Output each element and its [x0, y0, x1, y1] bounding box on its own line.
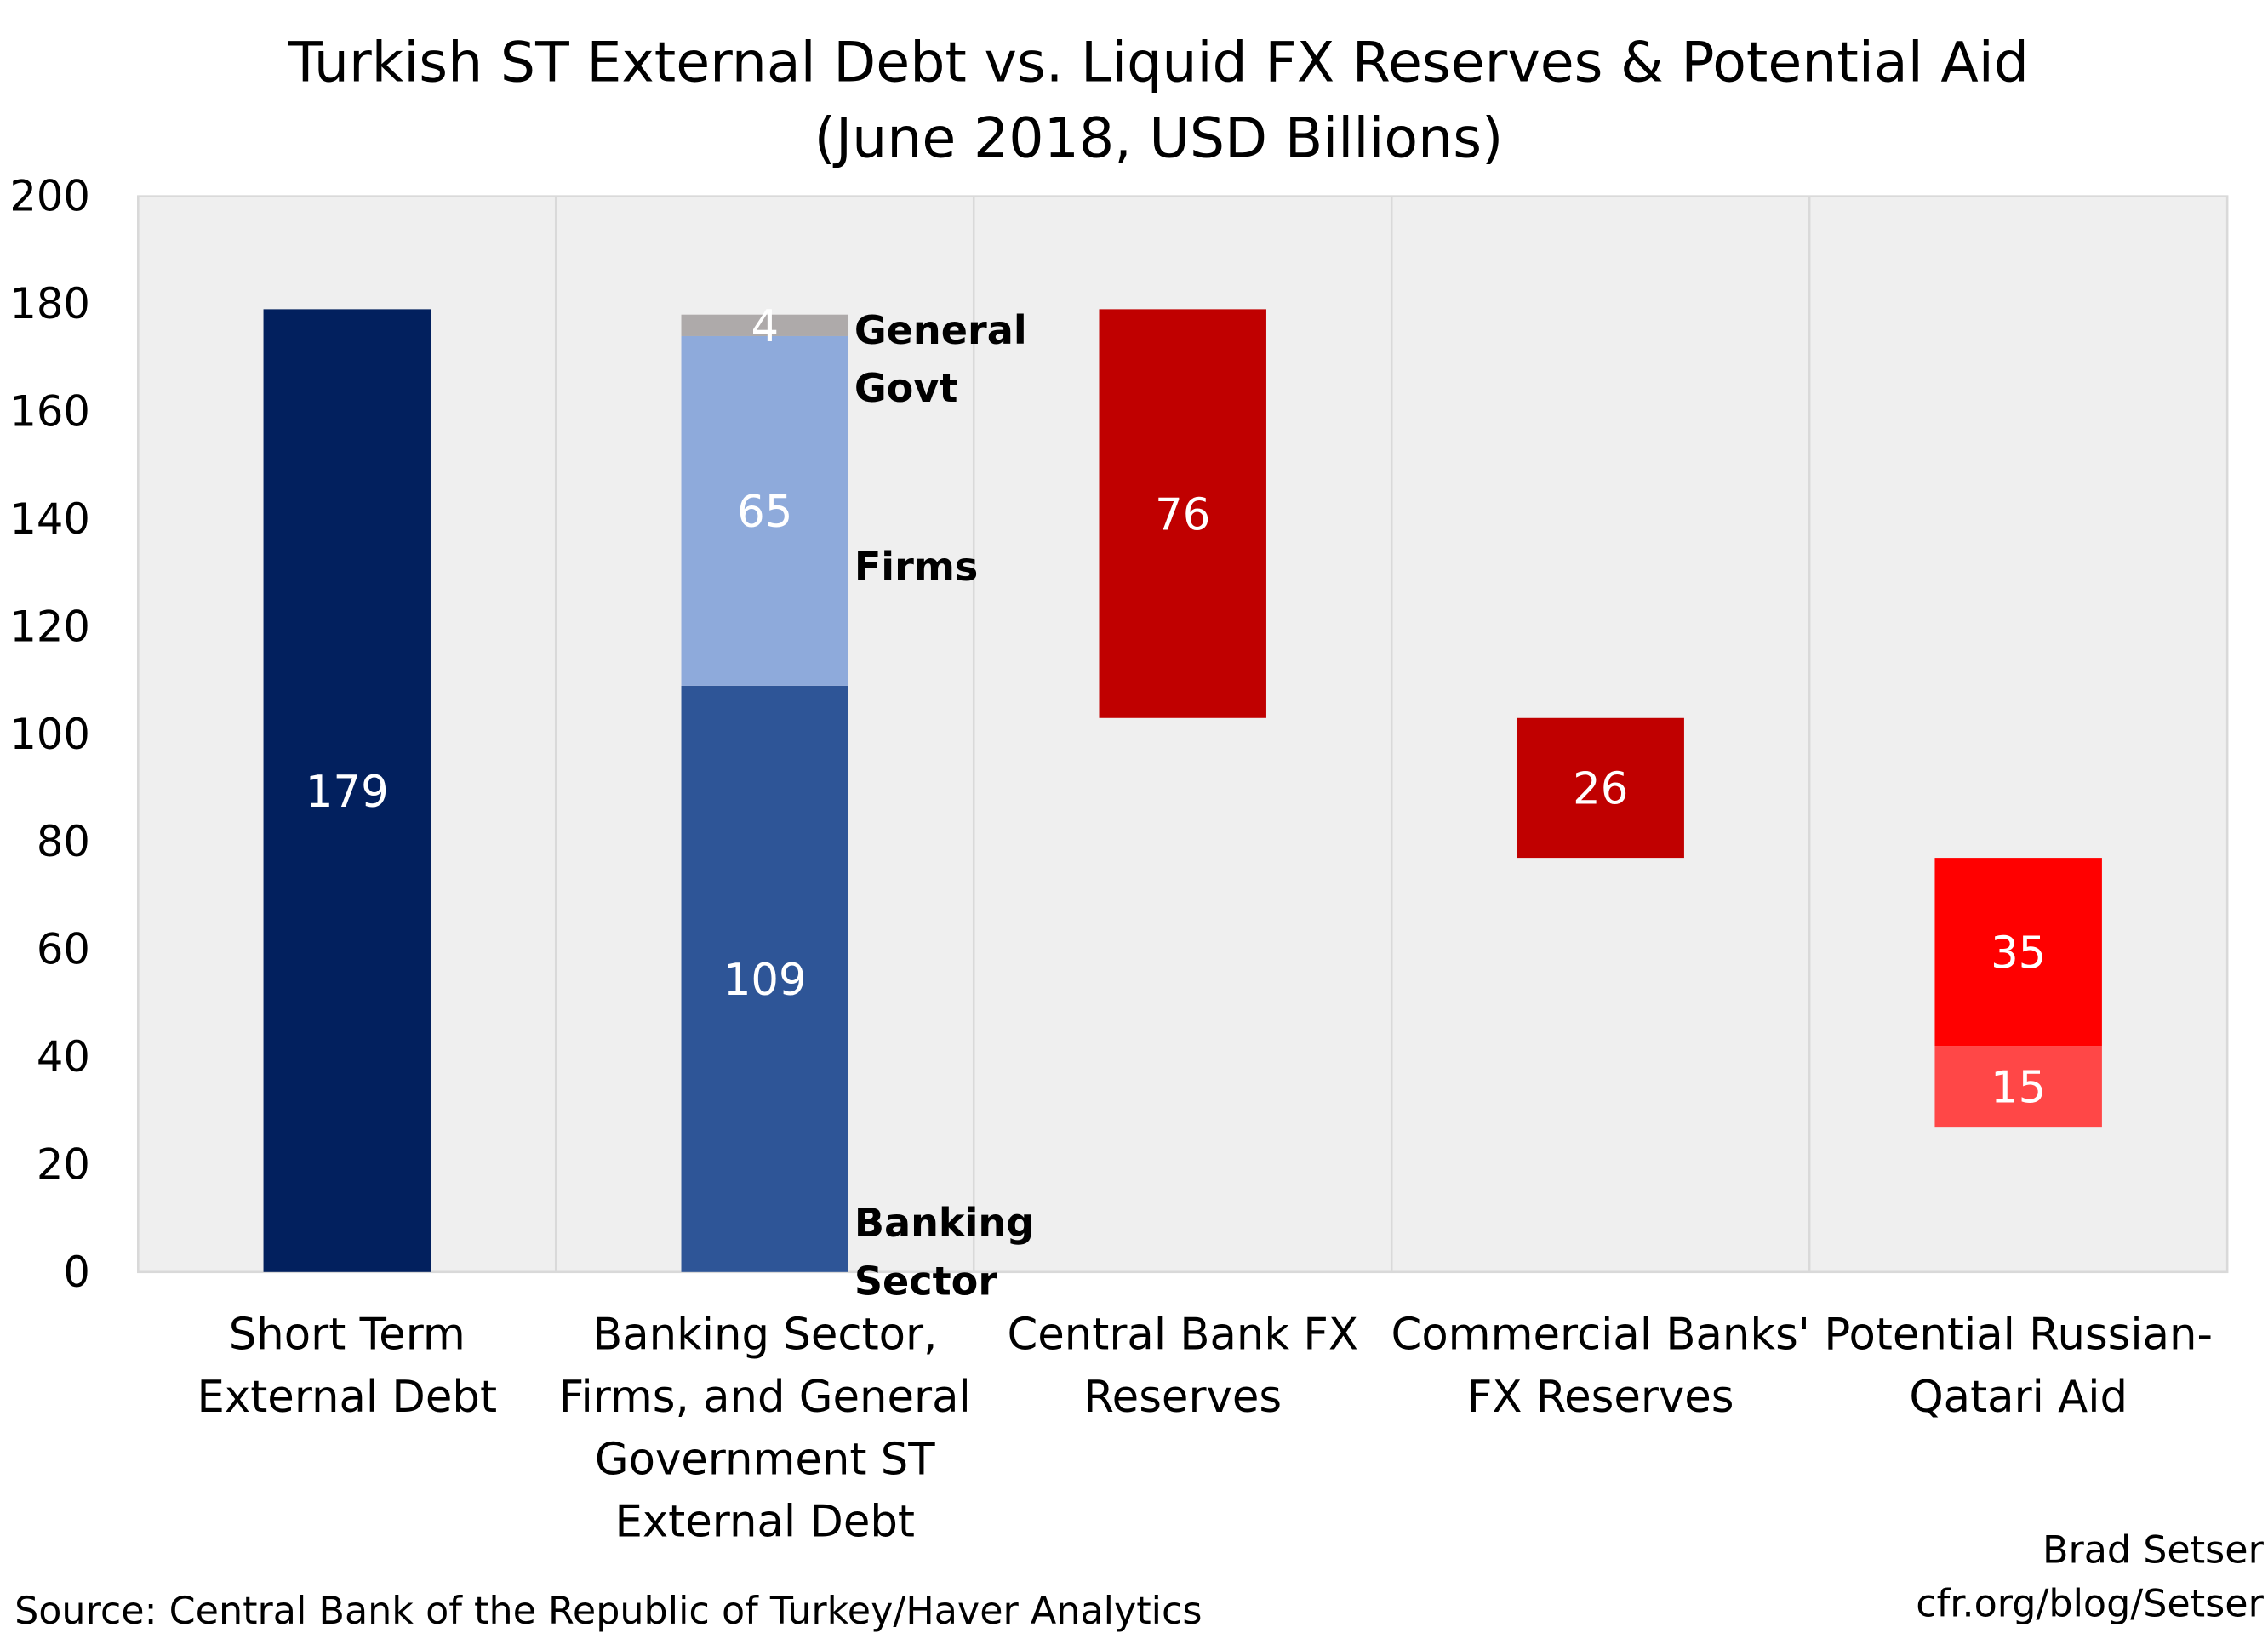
site-credit: cfr.org/blog/Setser [1916, 1583, 2264, 1626]
y-tick-label: 200 [9, 172, 90, 221]
y-tick-label: 180 [9, 279, 90, 328]
bar-segment [681, 314, 848, 336]
segment-annotation: Firms [854, 544, 979, 590]
y-tick-label: 60 [37, 925, 90, 974]
x-category-label: External Debt [614, 1497, 915, 1548]
x-category-label: Government ST [595, 1434, 935, 1485]
data-label: 109 [723, 955, 807, 1006]
data-label: 15 [1991, 1063, 2046, 1114]
x-category-label: Central Bank FX [1007, 1309, 1358, 1360]
author-credit: Brad Setser [2042, 1528, 2265, 1572]
y-tick-label: 0 [63, 1248, 90, 1297]
x-category-label: Firms, and General [559, 1372, 971, 1423]
segment-annotation: Sector [854, 1258, 998, 1304]
x-category-label: External Debt [197, 1372, 498, 1423]
segment-annotation: Govt [854, 365, 958, 411]
x-category-label: Commercial Banks' [1391, 1309, 1810, 1360]
data-label: 179 [306, 767, 389, 818]
x-category-label: Qatari Aid [1909, 1372, 2128, 1423]
bar-segment [681, 685, 848, 1272]
bar-segment [1934, 1046, 2102, 1128]
chart-title: Turkish ST External Debt vs. Liquid FX R… [288, 31, 2029, 95]
source-note: Source: Central Bank of the Republic of … [14, 1590, 1202, 1633]
chart-subtitle: (June 2018, USD Billions) [814, 107, 1504, 171]
data-label: 65 [737, 487, 792, 538]
segment-annotation: Banking [854, 1200, 1034, 1246]
y-tick-label: 120 [9, 602, 90, 651]
y-tick-label: 160 [9, 387, 90, 437]
y-tick-label: 40 [37, 1032, 90, 1082]
x-category-label: Reserves [1083, 1372, 1282, 1423]
data-label: 4 [751, 301, 779, 352]
y-tick-label: 100 [9, 710, 90, 759]
segment-annotation: General [854, 307, 1027, 353]
data-label: 35 [1991, 928, 2046, 979]
data-label: 76 [1155, 489, 1210, 540]
x-category-label: Short Term [229, 1309, 466, 1360]
y-tick-label: 20 [37, 1139, 90, 1189]
data-label: 26 [1573, 764, 1628, 815]
x-category-label: FX Reserves [1467, 1372, 1734, 1423]
bar-segment [1099, 309, 1266, 718]
bar-segment [263, 309, 431, 1272]
y-tick-label: 140 [9, 494, 90, 544]
x-category-label: Potential Russian- [1824, 1309, 2213, 1360]
y-tick-label: 80 [37, 817, 90, 866]
bar-segment [1517, 717, 1684, 859]
bar-segment [681, 335, 848, 686]
x-category-label: Banking Sector, [592, 1309, 937, 1360]
bar-segment [1934, 858, 2102, 1047]
